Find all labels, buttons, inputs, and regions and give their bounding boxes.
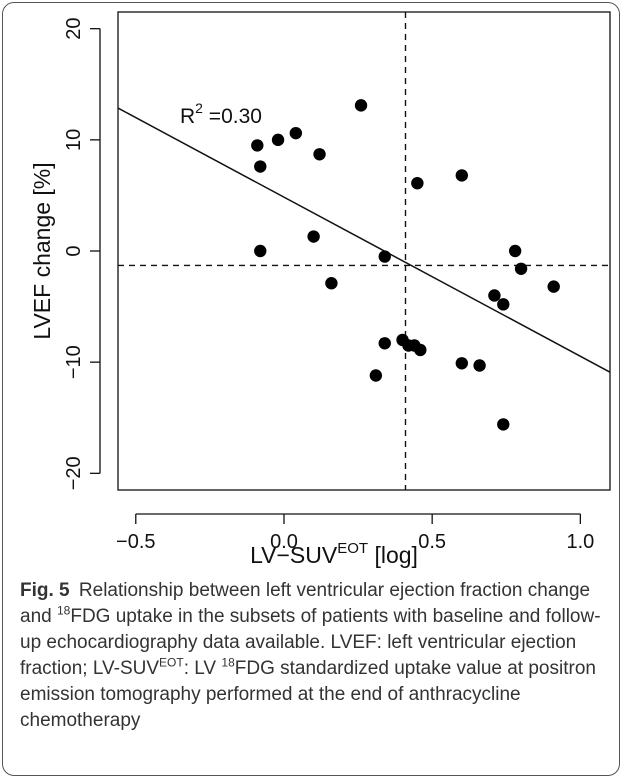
data-point (547, 280, 560, 293)
data-point (378, 250, 391, 263)
x-tick-label: −0.5 (116, 531, 155, 553)
data-point (455, 357, 469, 370)
caption-text-2: FDG uptake in the subsets of patients wi… (20, 606, 601, 679)
reference-lines (117, 12, 611, 490)
data-point (455, 169, 469, 182)
y-tick-label: 10 (63, 129, 85, 151)
figure-caption: Fig. 5 Relationship between left ventric… (20, 578, 612, 734)
caption-figure-label: Fig. 5 (20, 580, 70, 601)
data-point (254, 244, 267, 258)
data-point (497, 298, 510, 311)
data-point (378, 337, 391, 350)
y-axis-title: LVEF change [%] (29, 162, 55, 339)
data-point (497, 418, 510, 431)
caption-sup-1: 18 (56, 603, 71, 618)
y-tick-label: 0 (63, 245, 85, 256)
data-point (251, 139, 264, 152)
data-point (289, 126, 303, 140)
data-point (414, 343, 427, 357)
data-point (307, 230, 320, 243)
data-point (488, 289, 501, 302)
y-tick-label: −10 (63, 345, 85, 379)
data-point (254, 160, 267, 173)
data-points (251, 99, 560, 431)
x-tick-label: 0.5 (418, 531, 446, 553)
data-point (514, 262, 528, 275)
x-axis-title: LV−SUVEOT [log] (250, 540, 418, 568)
scatter-plot: −20 −10 0 10 20 −0.5 0.0 0.5 1.0 LV−SUVEOT [log]… (29, 11, 611, 568)
caption-text-3: : LV (183, 658, 222, 679)
plot-box (117, 11, 611, 491)
y-tick-label: −20 (63, 456, 85, 490)
data-point (369, 369, 383, 382)
caption-sup-3: 18 (221, 655, 235, 670)
caption-sup-2: EOT (159, 655, 184, 670)
data-point (325, 277, 338, 290)
caption-text-1: Relationship between left ventricular ej… (20, 580, 591, 627)
x-tick-label: 0.0 (270, 531, 298, 553)
data-point (313, 148, 326, 161)
x-tick-label: 1.0 (566, 531, 594, 553)
r-squared-annotation: R2 =0.30 (180, 100, 262, 128)
data-point (411, 176, 424, 190)
data-point (473, 359, 486, 372)
caption-text-4: FDG standardized uptake value at positro… (20, 658, 596, 731)
regression-line (117, 107, 611, 373)
axes: −20 −10 0 10 20 −0.5 0.0 0.5 1.0 (63, 11, 611, 553)
data-point (508, 244, 522, 258)
data-point (271, 133, 285, 147)
y-tick-label: 20 (63, 18, 85, 40)
figure-frame (2, 2, 620, 776)
chart-labels: LV−SUVEOT [log] LVEF change [%] R2 =0.30 (29, 100, 418, 568)
data-point (354, 99, 368, 112)
